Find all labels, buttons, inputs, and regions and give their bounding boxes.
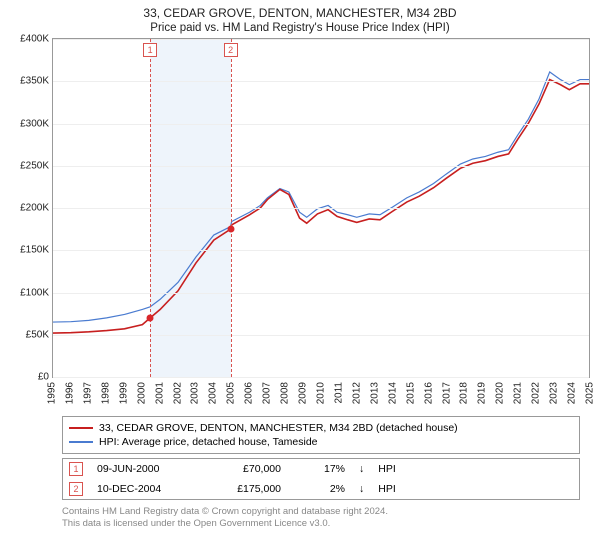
legend: 33, CEDAR GROVE, DENTON, MANCHESTER, M34…	[62, 416, 580, 454]
arrow-down-icon: ↓	[359, 463, 364, 475]
x-tick-label: 2003	[190, 382, 201, 404]
y-tick-label: £300K	[20, 118, 49, 129]
table-row: 1 09-JUN-2000 £70,000 17% ↓ HPI	[63, 459, 579, 479]
sale-date: 09-JUN-2000	[97, 463, 197, 475]
chart-subtitle: Price paid vs. HM Land Registry's House …	[10, 22, 590, 34]
x-tick-label: 1998	[100, 382, 111, 404]
legend-row: HPI: Average price, detached house, Tame…	[69, 435, 573, 449]
legend-swatch	[69, 441, 93, 443]
y-tick-label: £150K	[20, 245, 49, 256]
vs-label: HPI	[378, 463, 396, 475]
x-tick-label: 1999	[118, 382, 129, 404]
x-tick-label: 2015	[405, 382, 416, 404]
sale-delta: 17%	[295, 463, 345, 475]
x-tick-label: 2022	[531, 382, 542, 404]
sales-table: 1 09-JUN-2000 £70,000 17% ↓ HPI 2 10-DEC…	[62, 458, 580, 500]
x-tick-label: 2006	[244, 382, 255, 404]
sale-delta: 2%	[295, 483, 345, 495]
x-tick-label: 2020	[495, 382, 506, 404]
y-tick-label: £100K	[20, 287, 49, 298]
legend-label: 33, CEDAR GROVE, DENTON, MANCHESTER, M34…	[99, 422, 458, 434]
y-tick-label: £250K	[20, 160, 49, 171]
y-tick-label: £200K	[20, 203, 49, 214]
arrow-down-icon: ↓	[359, 483, 364, 495]
x-tick-label: 2016	[423, 382, 434, 404]
sale-price: £175,000	[211, 483, 281, 495]
footer: Contains HM Land Registry data © Crown c…	[62, 506, 580, 531]
footer-line: Contains HM Land Registry data © Crown c…	[62, 506, 580, 518]
x-tick-label: 2013	[369, 382, 380, 404]
x-tick-label: 1995	[47, 382, 58, 404]
x-tick-label: 2021	[513, 382, 524, 404]
x-axis: 1995199619971998199920002001200220032004…	[52, 378, 590, 412]
y-tick-label: £0	[38, 372, 49, 383]
y-tick-label: £400K	[20, 34, 49, 45]
x-tick-label: 1997	[82, 382, 93, 404]
footer-line: This data is licensed under the Open Gov…	[62, 518, 580, 530]
x-tick-label: 2004	[208, 382, 219, 404]
sale-price: £70,000	[211, 463, 281, 475]
sale-marker-box: 1	[69, 462, 83, 476]
x-tick-label: 2002	[172, 382, 183, 404]
x-tick-label: 2019	[477, 382, 488, 404]
y-tick-label: £50K	[26, 329, 49, 340]
x-tick-label: 2024	[567, 382, 578, 404]
x-tick-label: 2011	[333, 382, 344, 404]
x-tick-label: 2017	[441, 382, 452, 404]
x-tick-label: 2018	[459, 382, 470, 404]
chart-title: 33, CEDAR GROVE, DENTON, MANCHESTER, M34…	[10, 6, 590, 20]
chart-marker-box: 2	[224, 43, 238, 57]
sale-marker-box: 2	[69, 482, 83, 496]
x-tick-label: 2010	[316, 382, 327, 404]
x-tick-label: 2014	[387, 382, 398, 404]
legend-row: 33, CEDAR GROVE, DENTON, MANCHESTER, M34…	[69, 421, 573, 435]
y-tick-label: £350K	[20, 76, 49, 87]
x-tick-label: 2023	[549, 382, 560, 404]
x-tick-label: 2000	[136, 382, 147, 404]
x-tick-label: 2009	[298, 382, 309, 404]
x-tick-label: 2008	[280, 382, 291, 404]
x-tick-label: 1996	[64, 382, 75, 404]
legend-swatch	[69, 427, 93, 429]
sale-date: 10-DEC-2004	[97, 483, 197, 495]
x-tick-label: 2001	[154, 382, 165, 404]
sale-dot	[147, 314, 154, 321]
chart-marker-box: 1	[143, 43, 157, 57]
legend-label: HPI: Average price, detached house, Tame…	[99, 436, 318, 448]
x-tick-label: 2025	[585, 382, 596, 404]
x-tick-label: 2007	[262, 382, 273, 404]
table-row: 2 10-DEC-2004 £175,000 2% ↓ HPI	[63, 479, 579, 499]
line-chart: £0£50K£100K£150K£200K£250K£300K£350K£400…	[52, 38, 590, 378]
x-tick-label: 2012	[351, 382, 362, 404]
x-tick-label: 2005	[226, 382, 237, 404]
vs-label: HPI	[378, 483, 396, 495]
sale-dot	[227, 226, 234, 233]
